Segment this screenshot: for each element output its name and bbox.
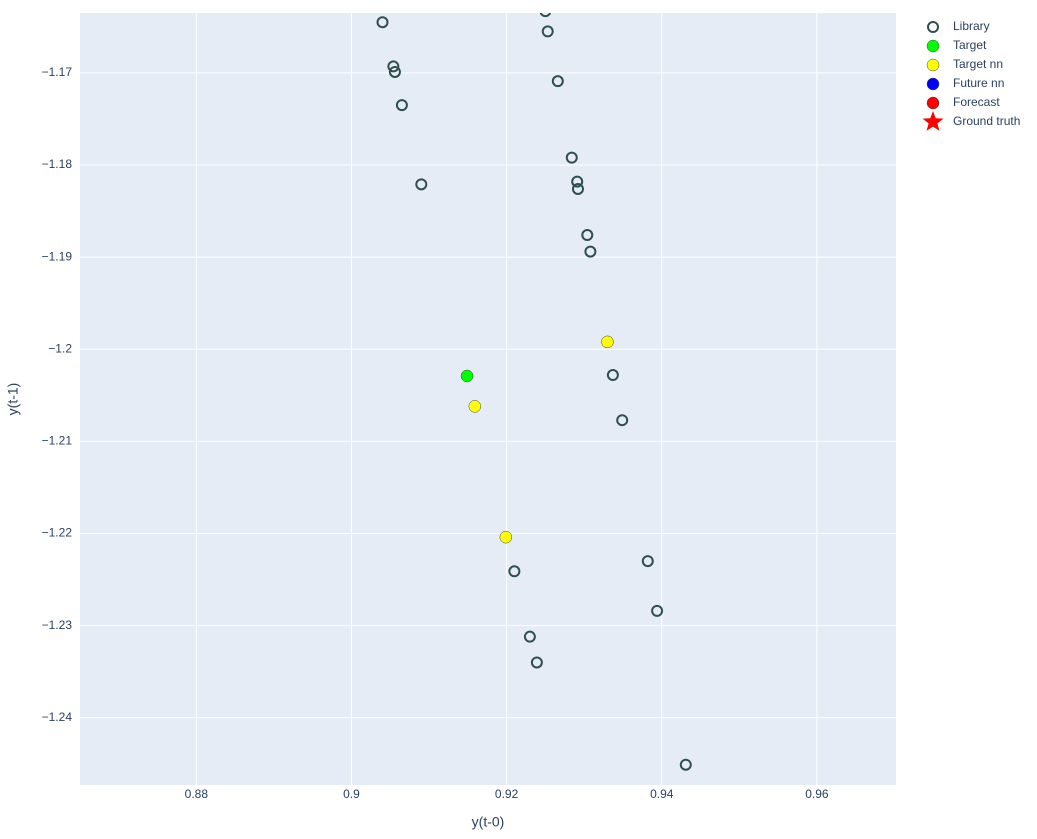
point (571, 182, 584, 195)
point (601, 335, 614, 349)
legend-item[interactable]: Target (926, 38, 987, 53)
x-tick-label: 0.9 (343, 787, 360, 801)
point (651, 604, 664, 617)
legend-label: Target nn (953, 57, 1003, 71)
x-tick-label: 0.96 (805, 787, 829, 801)
legend-symbol (926, 77, 940, 91)
point (415, 178, 428, 191)
legend-symbol (926, 58, 940, 72)
ticks: 0.88 0.9 0.92 0.94 0.96 −1.17 −1.18 −1.19 −1.2 −1… (42, 65, 829, 801)
x-tick-label: 0.92 (495, 787, 519, 801)
y-tick-label: −1.23 (42, 618, 73, 632)
point (468, 400, 482, 413)
point (530, 656, 543, 669)
point (551, 75, 564, 88)
grid (80, 13, 896, 785)
point (616, 414, 629, 427)
point (606, 369, 619, 382)
point (539, 13, 552, 18)
point (641, 555, 654, 568)
y-tick-label: −1.2 (48, 341, 72, 355)
legend-symbol (926, 96, 940, 110)
legend-item[interactable]: Library (927, 19, 990, 33)
point (565, 151, 578, 164)
legend-item[interactable]: Forecast (926, 95, 1000, 110)
x-axis-title: y(t-0) (472, 814, 505, 830)
x-tick-label: 0.88 (185, 787, 209, 801)
legend-label: Target (953, 38, 987, 52)
legend-item[interactable]: Ground truth (922, 111, 1021, 131)
point (541, 25, 554, 38)
legend: Library Target Target nn Future nn Forecast G… (922, 19, 1021, 131)
plot-area (80, 13, 896, 785)
legend-label: Future nn (953, 76, 1004, 90)
legend-label: Forecast (953, 95, 1000, 109)
legend-symbol (927, 21, 939, 33)
point (523, 630, 536, 643)
point (499, 530, 513, 544)
point (460, 369, 474, 383)
point (679, 758, 692, 771)
point (395, 99, 408, 112)
legend-symbol (926, 39, 940, 53)
point (584, 245, 597, 258)
legend-symbol (922, 111, 944, 131)
point (376, 16, 389, 29)
point (388, 65, 401, 78)
point (387, 60, 400, 73)
legend-label: Library (953, 19, 990, 33)
point (581, 229, 594, 242)
y-tick-label: −1.17 (42, 65, 73, 79)
point (571, 175, 584, 188)
y-tick-label: −1.24 (42, 710, 73, 724)
x-tick-label: 0.94 (650, 787, 674, 801)
legend-item[interactable]: Target nn (926, 57, 1003, 72)
y-tick-label: −1.18 (42, 157, 73, 171)
legend-label: Ground truth (953, 114, 1020, 128)
y-tick-label: −1.22 (42, 526, 73, 540)
points (376, 13, 692, 771)
y-axis-title: y(t-1) (5, 383, 21, 416)
legend-item[interactable]: Future nn (926, 76, 1004, 91)
point (508, 565, 521, 578)
y-tick-label: −1.21 (42, 434, 73, 448)
y-tick-label: −1.19 (42, 249, 73, 263)
